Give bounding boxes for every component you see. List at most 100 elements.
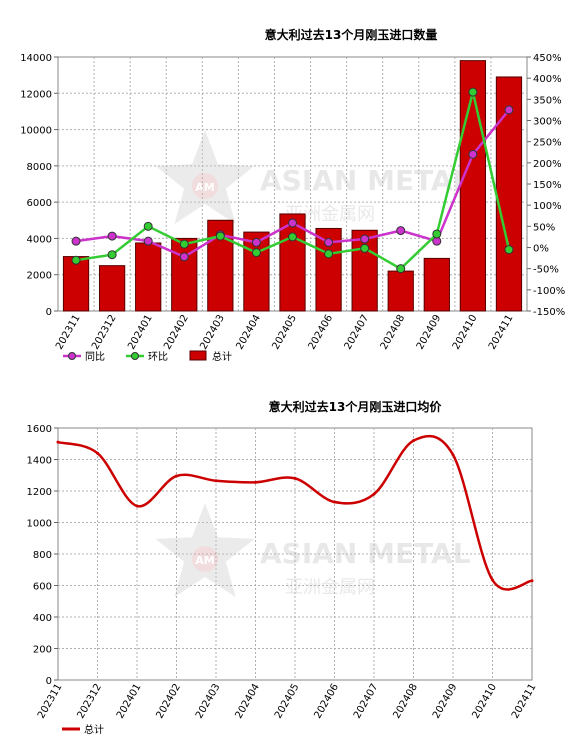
y-tick-label: 8000 <box>27 162 52 173</box>
x-tick-label: 202411 <box>487 313 516 352</box>
x-tick-label: 202409 <box>431 682 460 721</box>
y-tick-label: 0 <box>46 676 52 687</box>
x-tick-label: 202311 <box>36 682 65 721</box>
x-tick-label: 202406 <box>307 313 336 352</box>
bar-202407 <box>351 229 378 312</box>
point-mom-202404 <box>251 248 261 258</box>
point-mom-202405 <box>288 232 297 242</box>
point-mom-202312 <box>107 250 117 260</box>
watermark-logo-text: AM <box>195 554 214 567</box>
legend-swatch-dot <box>68 352 76 360</box>
y2-tick-label: -150% <box>533 307 565 318</box>
y2-tick-label: 150% <box>533 180 562 191</box>
point-yoy-202410 <box>468 149 478 159</box>
point-202407 <box>372 492 376 496</box>
point-yoy-202401 <box>143 236 153 246</box>
watermark-text-en: ASIAN METAL <box>260 537 471 570</box>
x-tick-label: 202401 <box>115 682 144 721</box>
x-tick-label: 202404 <box>233 682 262 721</box>
point-yoy-202405 <box>288 218 297 228</box>
point-202409 <box>451 453 455 457</box>
point-202311 <box>56 440 60 444</box>
y-tick-label: 800 <box>33 550 52 561</box>
bar-202405 <box>279 213 306 312</box>
watermark-logo-circle <box>192 173 218 199</box>
point-mom-202407 <box>360 243 370 253</box>
watermark-logo-text: AM <box>195 181 214 194</box>
point-202404 <box>254 480 257 484</box>
legend-swatch-dot <box>131 352 139 360</box>
bar-202411 <box>495 76 523 312</box>
y2-tick-label: 0% <box>533 244 549 255</box>
y2-tick-label: 200% <box>533 159 562 170</box>
y-tick-label: 0 <box>46 307 52 318</box>
x-tick-label: 202405 <box>273 682 302 721</box>
x-tick-label: 202403 <box>194 682 223 721</box>
y2-tick-label: -50% <box>533 265 559 276</box>
y-tick-label: 2000 <box>27 271 52 282</box>
point-202406 <box>333 500 336 504</box>
x-tick-label: 202312 <box>90 313 119 352</box>
x-tick-label: 202407 <box>343 313 372 352</box>
legend-label: 环比 <box>148 351 168 363</box>
x-tick-label: 202408 <box>379 313 408 352</box>
quantity-chart: 意大利过去13个月刚玉进口数量 0 2000 4000 6000 8000 10000 120… <box>20 27 565 363</box>
bar-202410 <box>459 60 487 312</box>
y-tick-label: 10000 <box>20 126 52 137</box>
x-tick-label: 202406 <box>312 682 341 721</box>
y-tick-label: 200 <box>33 645 52 656</box>
y2-tick-label: 400% <box>533 74 562 85</box>
y2-tick-label: -100% <box>533 286 565 297</box>
bar-202401 <box>135 242 162 312</box>
point-yoy-202402 <box>179 252 189 262</box>
point-yoy-202407 <box>360 234 370 244</box>
x-tick-label: 202312 <box>75 682 104 721</box>
watermark: AM ASIAN METAL 亚洲金属网 <box>155 130 471 225</box>
point-mom-202402 <box>179 239 189 249</box>
y-tick-label: 4000 <box>27 234 52 245</box>
watermark: AM ASIAN METAL 亚洲金属网 <box>155 503 471 598</box>
point-mom-202411 <box>504 245 514 255</box>
y-tick-label: 1400 <box>27 456 52 467</box>
point-yoy-202411 <box>504 105 514 115</box>
x-tick-label: 202405 <box>270 313 299 352</box>
y-tick-label: 1200 <box>27 487 52 498</box>
chart-title: 意大利过去13个月刚玉进口均价 <box>269 399 443 414</box>
point-202408 <box>412 439 415 443</box>
point-yoy-202404 <box>251 237 261 247</box>
x-tick-label: 202409 <box>415 313 444 352</box>
x-tick-label: 202311 <box>54 313 83 352</box>
x-tick-label: 202404 <box>234 313 263 352</box>
x-tick-label: 202401 <box>126 313 155 352</box>
point-202403 <box>214 479 218 483</box>
bar-202311 <box>62 256 90 312</box>
x-tick-label: 202408 <box>391 682 420 721</box>
point-mom-202408 <box>396 264 406 274</box>
watermark-star-icon <box>155 130 255 225</box>
x-tick-label: 202410 <box>451 313 480 352</box>
point-mom-202410 <box>468 87 478 97</box>
x-tick-label: 202402 <box>162 313 191 352</box>
y-tick-label: 12000 <box>20 89 52 100</box>
point-mom-202311 <box>71 255 81 265</box>
bar-202402 <box>171 237 198 312</box>
bar-202409 <box>423 257 450 312</box>
point-202312 <box>96 451 99 455</box>
watermark-text-en: ASIAN METAL <box>260 164 471 197</box>
y-tick-label: 14000 <box>20 53 52 64</box>
x-tick-label: 202411 <box>510 682 539 721</box>
chart-title: 意大利过去13个月刚玉进口数量 <box>265 27 438 42</box>
y2-tick-label: 100% <box>533 201 562 212</box>
x-tick-label: 202407 <box>352 682 381 721</box>
legend-label: 同比 <box>85 351 105 363</box>
point-yoy-202406 <box>324 237 334 247</box>
point-yoy-202311 <box>71 236 81 246</box>
point-mom-202403 <box>215 231 225 241</box>
point-202411 <box>530 579 534 583</box>
y-tick-label: 6000 <box>27 198 52 209</box>
y2-tick-label: 300% <box>533 117 562 128</box>
y2-tick-label: 50% <box>533 222 555 233</box>
y-tick-label: 600 <box>33 582 52 593</box>
legend-label: 总计 <box>212 350 232 363</box>
